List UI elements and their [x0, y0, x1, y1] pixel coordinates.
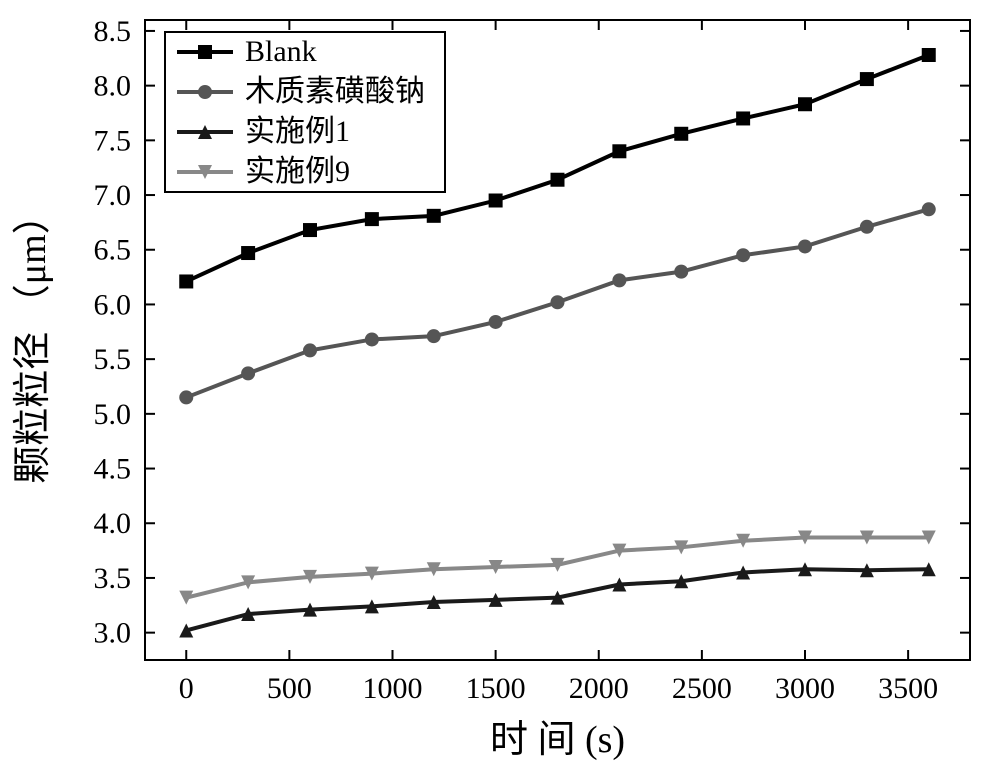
y-tick-label: 3.5 — [94, 562, 132, 595]
y-tick-label: 7.0 — [94, 179, 132, 212]
y-tick-label: 5.0 — [94, 398, 132, 431]
series-marker-0 — [179, 274, 193, 288]
series-marker-0 — [241, 246, 255, 260]
y-tick-label: 7.5 — [94, 124, 132, 157]
series-marker-1 — [674, 265, 688, 279]
series-marker-0 — [674, 127, 688, 141]
series-marker-0 — [489, 194, 503, 208]
y-tick-label: 8.0 — [94, 70, 132, 103]
series-marker-1 — [922, 202, 936, 216]
x-tick-label: 1500 — [466, 672, 526, 705]
x-tick-label: 2500 — [672, 672, 732, 705]
y-tick-label: 6.5 — [94, 234, 132, 267]
series-marker-1 — [798, 239, 812, 253]
y-tick-label: 6.0 — [94, 288, 132, 321]
x-tick-label: 1000 — [363, 672, 423, 705]
x-axis-title: 时 间 (s) — [490, 719, 625, 761]
y-axis-title: 颗粒粒径 （μm） — [12, 196, 54, 483]
legend-marker-1 — [198, 85, 212, 99]
series-marker-0 — [612, 144, 626, 158]
y-tick-label: 4.5 — [94, 453, 132, 486]
y-tick-label: 5.5 — [94, 343, 132, 376]
legend-label-2: 实施例1 — [245, 115, 350, 148]
legend-label-3: 实施例9 — [245, 155, 350, 188]
line-chart: 0 500 1000 1500 2000 2500 3000 3500 3.0 3.5 4.0 4.5… — [0, 0, 1000, 782]
y-tick-label: 4.0 — [94, 507, 132, 540]
x-tick-label: 0 — [179, 672, 194, 705]
legend-label-1: 木质素磺酸钠 — [245, 75, 425, 108]
series-marker-1 — [179, 390, 193, 404]
series-marker-1 — [489, 315, 503, 329]
series-marker-1 — [427, 329, 441, 343]
series-marker-0 — [798, 97, 812, 111]
x-tick-label: 3500 — [878, 672, 938, 705]
series-marker-0 — [365, 212, 379, 226]
series-marker-1 — [551, 295, 565, 309]
series-marker-0 — [922, 48, 936, 62]
series-marker-1 — [736, 248, 750, 262]
legend-marker-0 — [198, 45, 212, 59]
series-marker-1 — [365, 332, 379, 346]
series-marker-1 — [612, 273, 626, 287]
series-marker-1 — [303, 343, 317, 357]
x-tick-label: 2000 — [569, 672, 629, 705]
series-marker-1 — [241, 366, 255, 380]
y-tick-label: 3.0 — [94, 617, 132, 650]
series-marker-0 — [427, 209, 441, 223]
chart-container: 0 500 1000 1500 2000 2500 3000 3500 3.0 3.5 4.0 4.5… — [0, 0, 1000, 782]
y-tick-label: 8.5 — [94, 15, 132, 48]
legend-label-0: Blank — [245, 35, 317, 68]
series-marker-0 — [303, 223, 317, 237]
series-marker-0 — [551, 173, 565, 187]
x-tick-label: 500 — [267, 672, 312, 705]
x-tick-label: 3000 — [775, 672, 835, 705]
series-marker-0 — [860, 72, 874, 86]
series-marker-1 — [860, 220, 874, 234]
series-marker-0 — [736, 111, 750, 125]
